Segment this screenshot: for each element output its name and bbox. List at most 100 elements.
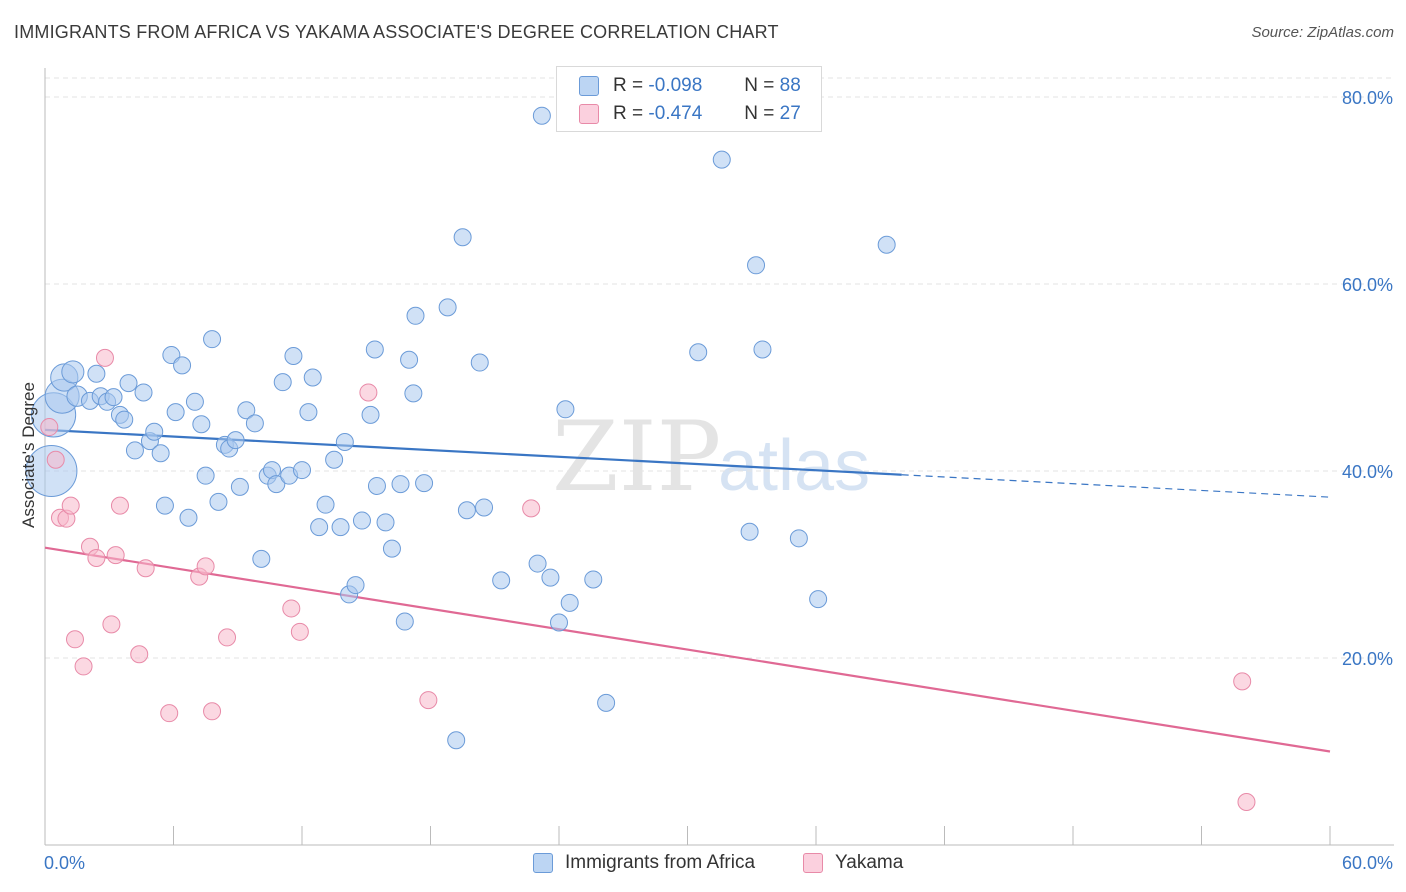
legend-r-value: -0.098 [648,75,703,96]
africa-point [310,518,329,537]
legend-swatch-pink [803,853,823,873]
africa-point [361,405,380,424]
africa-point [230,477,249,496]
axis-labels: 20.0% 40.0% 60.0% 80.0% 0.0% 60.0% Associate's… [19,88,1393,873]
yakama-point [419,691,438,710]
correlation-legend: R = -0.098 N = 88 R = -0.474 N = 27 [556,66,822,132]
africa-point [245,414,264,433]
africa-point [740,522,759,541]
africa-point [475,498,494,517]
yakama-point [290,622,309,641]
africa-point [237,401,256,420]
africa-point [151,444,170,463]
y-tick-label: 60.0% [1342,275,1393,295]
africa-point [284,346,303,365]
legend-r-label: R = [613,103,644,124]
africa-point [689,343,708,362]
chart-title: IMMIGRANTS FROM AFRICA VS YAKAMA ASSOCIA… [14,22,779,42]
africa-point [155,496,174,515]
africa-point [203,330,222,349]
africa-point [541,568,560,587]
africa-point [747,256,766,275]
source-label: Source: ZipAtlas.com [1251,24,1394,41]
africa-point [87,364,106,383]
africa-point [470,353,489,372]
africa-point [753,340,772,359]
africa-point [61,360,85,384]
africa-point [316,495,335,514]
africa-point [447,731,466,750]
africa-point [299,403,318,422]
legend-row-yakama: R = -0.474 N = 27 [579,100,801,128]
yakama-point [102,615,121,634]
y-tick-label: 80.0% [1342,88,1393,108]
legend-label-africa: Immigrants from Africa [565,852,756,873]
africa-point [406,306,425,325]
yakama-point [106,546,125,565]
africa-point [293,461,311,480]
africa-point [556,400,575,419]
africa-point [252,549,271,568]
africa-trend-extension [901,474,1331,498]
x-tick-label: 0.0% [44,853,85,873]
yakama-point [203,702,222,721]
yakama-point [218,628,237,647]
africa-point [532,106,551,125]
legend-swatch-blue [533,853,553,873]
africa-point [528,554,547,573]
yakama-point [196,557,215,576]
y-tick-label: 40.0% [1342,462,1393,482]
africa-point [597,693,616,712]
africa-point [166,403,185,422]
africa-point [331,518,350,537]
africa-point [352,511,371,530]
africa-point [395,612,414,631]
africa-point [192,415,211,434]
yakama-point [359,383,378,402]
africa-trend-line [44,428,902,476]
africa-point [400,350,419,369]
africa-point [179,508,198,527]
africa-point [457,501,476,520]
africa-point [226,431,245,450]
africa-point [303,368,322,387]
yakama-point [136,559,155,578]
yakama-point [74,657,93,676]
y-tick-label: 20.0% [1342,649,1393,669]
africa-point [209,492,228,511]
yakama-point [160,704,179,723]
africa-point [273,373,292,392]
africa-point [367,476,386,495]
legend-label-yakama: Yakama [835,852,904,873]
legend-n-value: 27 [779,103,801,124]
yakama-point [522,499,541,518]
africa-point [196,466,215,485]
legend-row-africa: R = -0.098 N = 88 [579,72,801,100]
africa-point [809,590,828,609]
yakama-trend-line [44,546,1331,753]
africa-point [789,529,808,548]
yakama-point [95,348,114,367]
legend-n-label: N = [744,103,775,124]
africa-point [382,539,401,558]
africa-point [346,576,365,595]
africa-point [712,150,731,169]
yakama-point [1233,672,1252,691]
africa-point [119,374,138,393]
africa-point [145,422,164,441]
yakama-point [40,418,59,437]
legend-swatch-pink [579,104,599,124]
africa-point [438,298,457,317]
africa-point [404,384,423,403]
legend-n-value: 88 [779,75,801,96]
africa-point [415,474,434,493]
yakama-point [65,630,84,649]
x-tick-label: 60.0% [1342,853,1393,873]
africa-point [267,475,286,494]
legend-item-africa: Immigrants from Africa [533,852,755,874]
y-axis-title: Associate's Degree [19,382,38,528]
africa-point [492,571,511,590]
africa-point [335,433,354,452]
